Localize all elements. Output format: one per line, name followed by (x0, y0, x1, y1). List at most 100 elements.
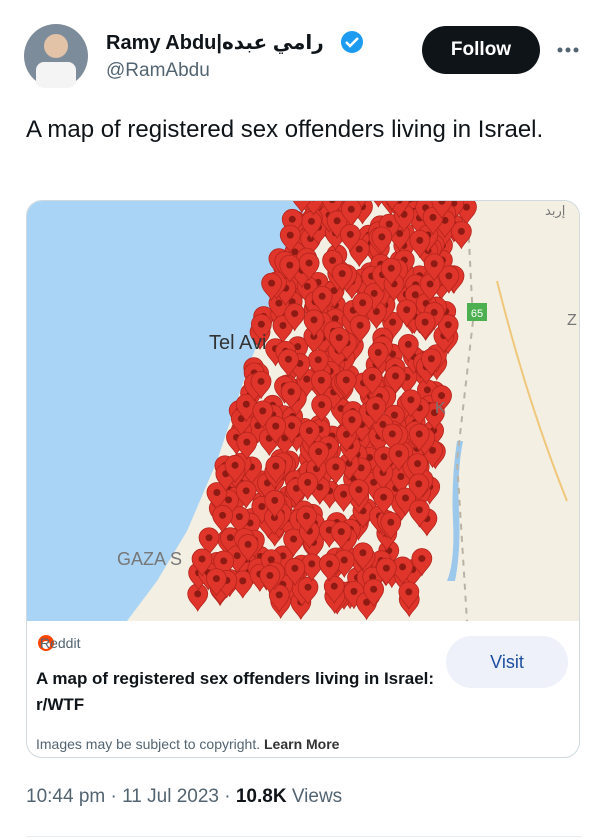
map-pin-dot (330, 582, 338, 590)
link-card[interactable]: 65 Tel Avi GAZA S إربد Z K (26, 200, 580, 758)
card-title[interactable]: A map of registered sex offenders living… (36, 669, 435, 714)
pins (187, 201, 477, 621)
verified-check (345, 37, 359, 48)
map-pin-dot (243, 438, 251, 446)
map-pin-dot (314, 356, 322, 364)
map-pin-dot (366, 454, 374, 462)
map-pin-dot (288, 215, 296, 223)
map-pin (367, 342, 389, 371)
verified-badge (341, 31, 363, 53)
map-pin-dot (267, 556, 275, 564)
map-pin (392, 556, 413, 585)
map-pin-dot (342, 376, 350, 384)
map-pin (331, 263, 353, 292)
more-button[interactable] (557, 47, 579, 53)
map-pin-dot (286, 261, 294, 269)
map-pin-dot (369, 573, 377, 581)
map-pin-dot (356, 321, 364, 329)
map-pin-dot (385, 220, 393, 228)
map-pin (397, 334, 419, 363)
map-pin (335, 369, 357, 398)
map-pin-dot (374, 349, 382, 357)
separator: · (110, 786, 117, 807)
map-pin-dot (317, 376, 325, 384)
map-pin-dot (291, 310, 299, 318)
map-pin (352, 542, 374, 571)
map-pin-dot (445, 272, 453, 280)
tweet-text: A map of registered sex offenders living… (26, 116, 544, 143)
map-pin-dot (271, 496, 279, 504)
map-pin-dot (231, 461, 239, 469)
map-pin-dot (397, 472, 405, 480)
map-pin (363, 578, 385, 608)
author-handle[interactable]: @RamAbdu (106, 60, 210, 81)
map-pin (361, 367, 383, 396)
map-pin-dot (244, 540, 252, 548)
map-pin-dot (372, 403, 380, 411)
map-pin-dot (368, 373, 376, 381)
map-pin-dot (370, 289, 378, 297)
map-pin (380, 511, 402, 541)
map-pin-dot (355, 486, 363, 494)
map-pin-dot (329, 256, 337, 264)
map-pin-dot (389, 318, 397, 326)
map-pin-dot (242, 487, 250, 495)
visit-button[interactable]: Visit (446, 636, 568, 688)
map-label: Tel Avi (209, 332, 266, 354)
map-pin-dot (347, 205, 355, 213)
map-label: Z (567, 312, 577, 329)
learn-more-link[interactable]: Learn More (264, 736, 340, 752)
map-pin-dot (379, 420, 387, 428)
map-pin (264, 490, 286, 519)
map-pin-dot (387, 518, 395, 526)
map-pin-dot (308, 560, 316, 568)
map-pin (236, 431, 258, 461)
map-pin-dot (303, 282, 311, 290)
map-pin-dot (239, 577, 247, 585)
map-pin-dot (268, 279, 276, 287)
map-pin-dot (370, 478, 378, 486)
map-pin-dot (423, 386, 431, 394)
map-pin (281, 415, 303, 444)
map-pin-dot (318, 401, 326, 409)
map-pin (265, 455, 287, 484)
map-pin (423, 253, 445, 282)
map-pin-dot (258, 503, 266, 511)
time[interactable]: 10:44 pm (26, 786, 106, 807)
author-name[interactable]: Ramy Abdu|رامي عبده (106, 32, 324, 54)
map-pin (450, 220, 472, 250)
map-pin-dot (382, 564, 390, 572)
map-pin (261, 272, 282, 302)
views-label: Views (291, 786, 343, 807)
map-pin-dot (292, 484, 300, 492)
road (496, 280, 568, 502)
map-pin-dot (305, 259, 313, 267)
sea (27, 201, 307, 621)
map-pin-dot (404, 340, 412, 348)
map-pin-dot (370, 585, 378, 593)
map-pin-dot (426, 280, 434, 288)
map-pin-dot (418, 555, 426, 563)
map-pin-dot (342, 430, 350, 438)
map-pin (279, 224, 301, 253)
map-pin-dot (233, 552, 241, 560)
date[interactable]: 11 Jul 2023 (122, 786, 219, 807)
map-pin-dot (304, 583, 312, 591)
map-pin-dot (272, 462, 280, 470)
map-pin-dot (429, 446, 437, 454)
map-pin-dot (332, 463, 340, 471)
map-pin-dot (427, 355, 435, 363)
map-pin-dot (415, 506, 423, 514)
map-pin-dot (340, 490, 348, 498)
map-pin-dot (380, 453, 388, 461)
map-pin (297, 472, 319, 501)
map-pin (352, 292, 374, 321)
map-pin-dot (291, 248, 299, 256)
map-pin-dot (331, 315, 339, 323)
map-pin-dot (307, 217, 315, 225)
map-label: إربد (545, 203, 565, 219)
follow-button[interactable]: Follow (422, 26, 540, 74)
map-pin-dot (444, 321, 452, 329)
map-pin (371, 226, 393, 255)
